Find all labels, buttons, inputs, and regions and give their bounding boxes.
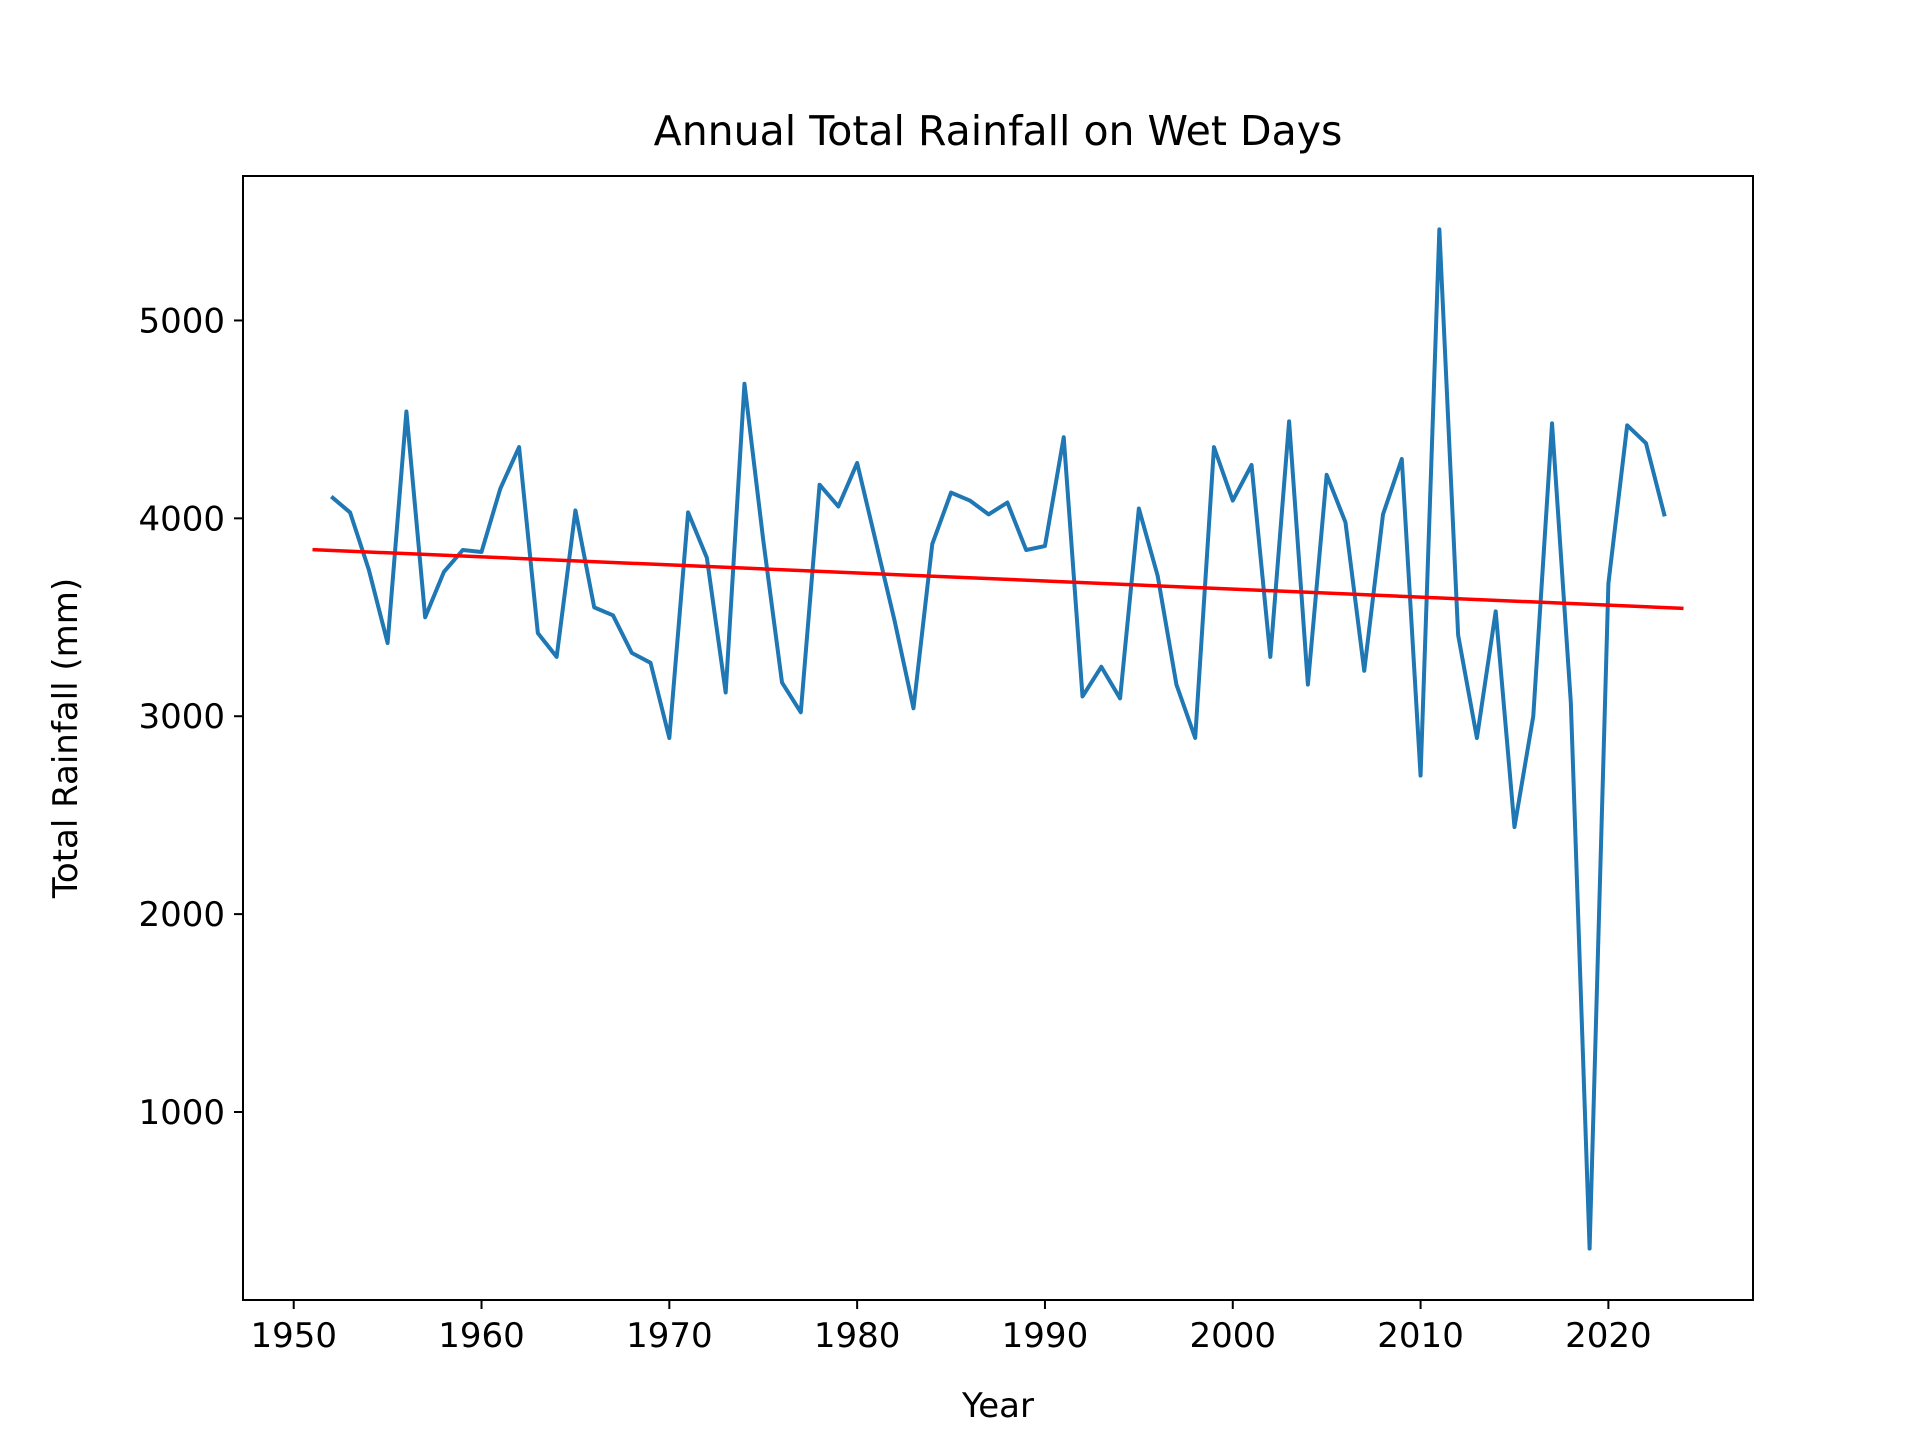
y-tick-label: 2000	[138, 895, 225, 935]
trend-line	[312, 547, 1684, 611]
y-tick-label: 4000	[138, 499, 225, 539]
rainfall-series-line	[329, 227, 1667, 1251]
x-tick-label: 1980	[814, 1316, 901, 1356]
x-tick-label: 1970	[626, 1316, 713, 1356]
x-tick-label: 1960	[438, 1316, 525, 1356]
y-axis-label: Total Rainfall (mm)	[46, 578, 86, 899]
chart-title: Annual Total Rainfall on Wet Days	[654, 107, 1343, 155]
y-axis-ticks: 1000 2000 3000 4000 5000	[138, 301, 243, 1133]
plot-area	[312, 227, 1684, 1251]
x-tick-label: 2020	[1565, 1316, 1652, 1356]
x-axis-label: Year	[961, 1386, 1034, 1426]
x-tick-label: 2010	[1377, 1316, 1464, 1356]
x-tick-label: 1950	[250, 1316, 337, 1356]
x-tick-label: 1990	[1002, 1316, 1089, 1356]
x-tick-label: 2000	[1189, 1316, 1276, 1356]
y-tick-label: 1000	[138, 1093, 225, 1133]
y-tick-label: 3000	[138, 697, 225, 737]
y-tick-label: 5000	[138, 301, 225, 341]
x-axis-ticks: 1950 1960 1970 1980 1990 2000 2010 2020	[250, 1300, 1652, 1356]
axes-frame	[242, 175, 1754, 1301]
